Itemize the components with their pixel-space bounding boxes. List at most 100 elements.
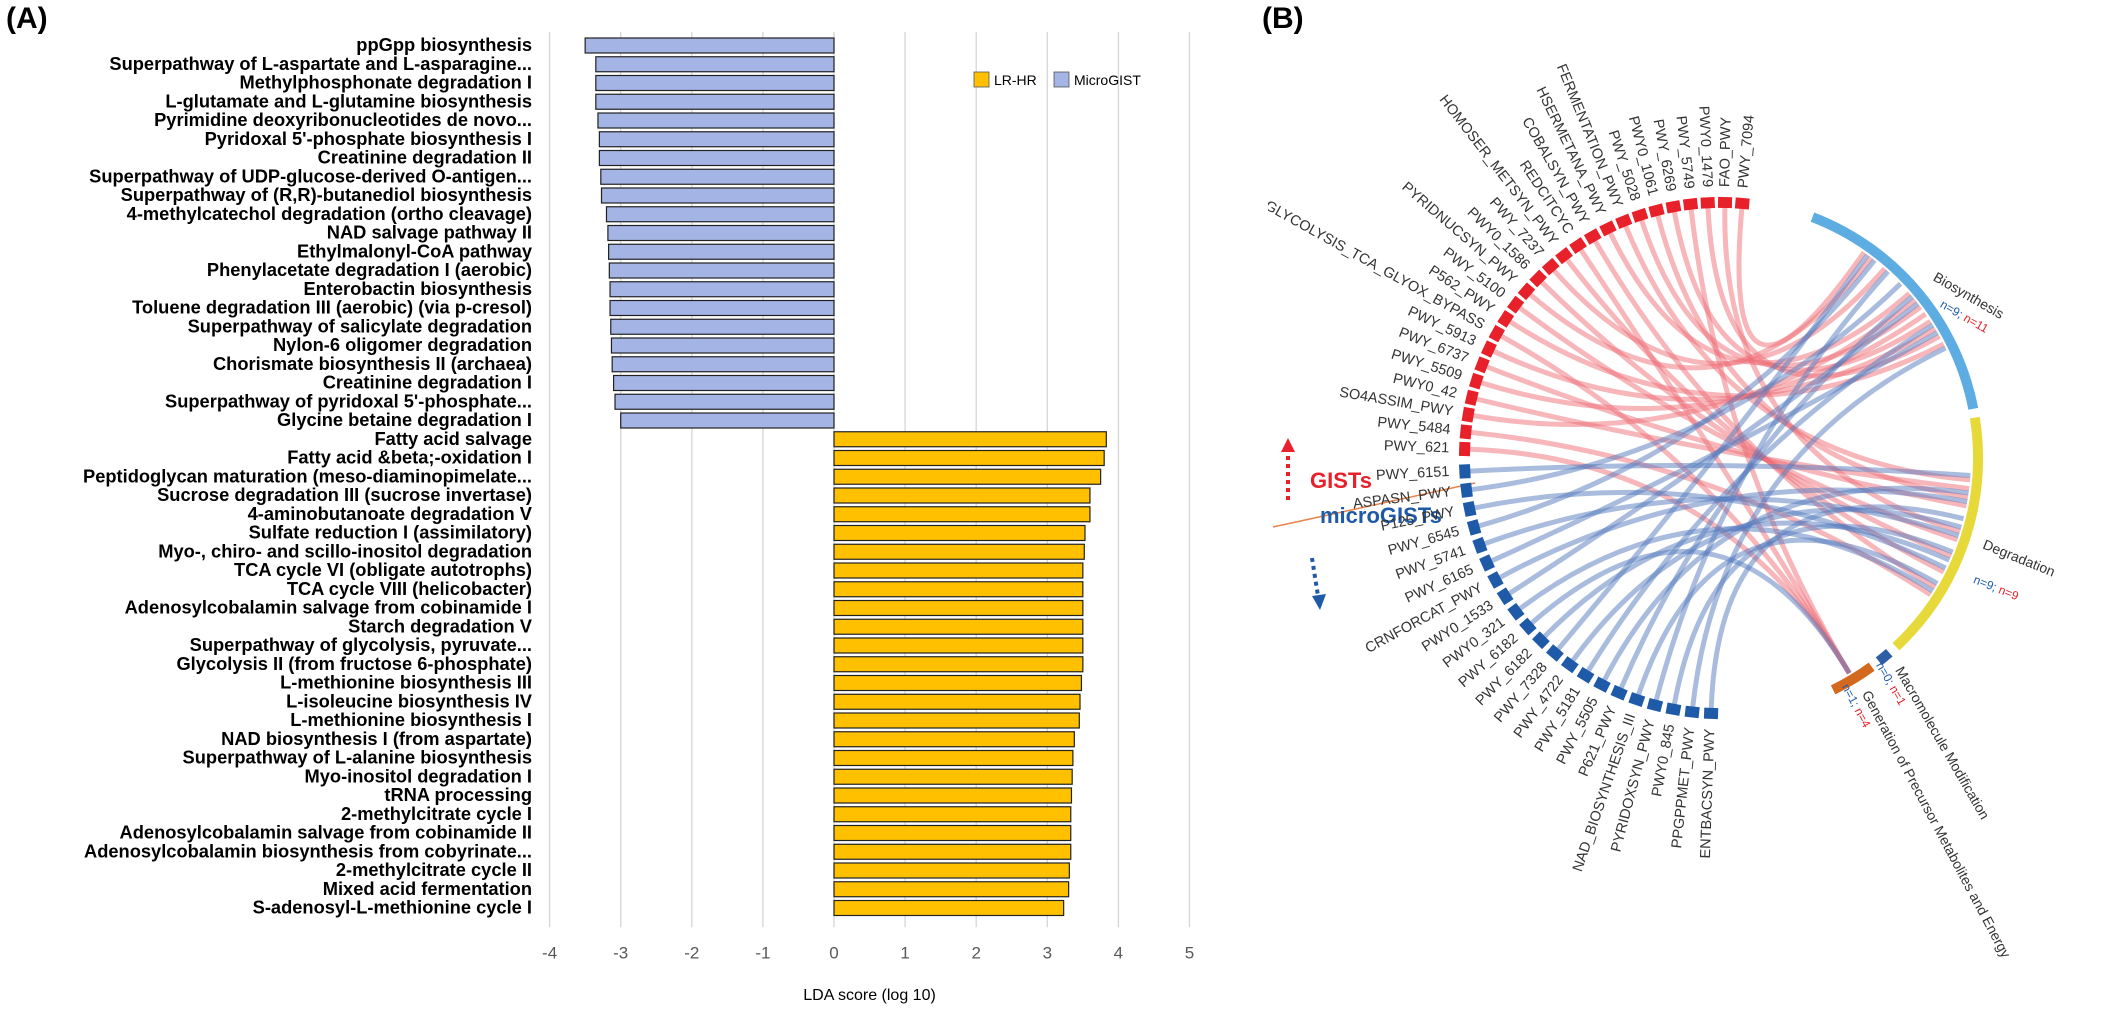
gist-pathway-marker [1488, 324, 1506, 343]
micro-ribbon [1555, 253, 1870, 652]
gist-pathway-marker [1569, 237, 1587, 255]
bar-category-label: L-glutamate and L-glutamine biosynthesis [165, 90, 532, 111]
bar-category-label: Peptidoglycan maturation (meso-diaminopi… [83, 465, 532, 486]
bar [608, 262, 835, 279]
gist-pathway-label: PWY_7094 [1735, 114, 1757, 188]
bar-category-label: Adenosylcobalamin biosynthesis from coby… [84, 840, 532, 861]
bar [609, 281, 835, 298]
bar-category-label: 2-methylcitrate cycle I [341, 803, 532, 824]
micro-pathway-marker [1458, 464, 1471, 479]
bar [833, 899, 1065, 917]
category-arc [1875, 648, 1893, 666]
bar-category-label: Pyrimidine deoxyribonucleotides de novo.… [154, 109, 532, 130]
bar-category-label: Nylon-6 oligomer degradation [273, 334, 532, 355]
bar [610, 337, 835, 354]
bar-category-label: Ethylmalonyl-CoA pathway [297, 240, 533, 261]
bar-category-label: Pyridoxal 5'-phosphate biosynthesis I [205, 128, 532, 149]
bar [610, 318, 835, 335]
bar [597, 112, 835, 129]
gist-pathway-marker [1464, 389, 1479, 406]
bar-category-label: Chorismate biosynthesis II (archaea) [213, 353, 532, 374]
micro-pathway-marker [1487, 571, 1504, 589]
legend-swatch [973, 71, 990, 88]
micro-pathway-marker [1665, 702, 1682, 716]
micro-pathway-marker [1546, 644, 1564, 662]
bar [600, 168, 835, 185]
bar [605, 206, 835, 223]
bar [600, 187, 835, 204]
bar-category-label: NAD biosynthesis I (from aspartate) [221, 728, 532, 749]
gist-ribbon [1539, 279, 1953, 559]
bar [620, 412, 835, 429]
bar-category-label: Superpathway of (R,R)-butanediol biosynt… [121, 184, 532, 205]
gist-pathway-marker [1665, 200, 1682, 214]
gist-pathway-label: FAO_PWY [1717, 116, 1734, 187]
gist-arrow-head [1281, 438, 1295, 452]
bar-category-label: Mixed acid fermentation [323, 878, 532, 899]
bar [833, 487, 1091, 504]
micro-pathway-marker [1646, 697, 1664, 713]
bar-category-label: Superpathway of UDP-glucose-derived O-an… [89, 165, 532, 186]
bar-category-label: Superpathway of glycolysis, pyruvate... [190, 634, 532, 655]
bar [598, 131, 835, 148]
bar [833, 693, 1081, 710]
micro-ribbon [1469, 463, 1971, 479]
micro-pathway-marker [1593, 676, 1611, 693]
micro-pathway-marker [1496, 587, 1514, 606]
gist-pathway-marker [1507, 295, 1525, 314]
bar-category-label: Superpathway of salicylate degradation [188, 315, 532, 336]
category-count: n=9; n=9 [1972, 572, 2021, 603]
gist-pathway-marker [1529, 269, 1547, 288]
bar [614, 393, 835, 410]
micro-ribbon [1653, 269, 1890, 702]
category-arc [1892, 416, 1983, 651]
micro-ribbon [1708, 504, 1965, 709]
bar [595, 93, 835, 110]
micro-pathway-marker [1519, 617, 1537, 636]
bar [608, 243, 835, 260]
bar-category-label: Sucrose degradation III (sucrose inverta… [157, 484, 532, 505]
bar [833, 862, 1070, 879]
bar [833, 543, 1085, 560]
gist-pathway-label: PWY_621 [1384, 438, 1450, 456]
gist-pathway-marker [1682, 197, 1699, 211]
x-axis-label: LDA score (log 10) [803, 987, 936, 1004]
micro-pathway-label: ENTBACSYN_PWY [1698, 728, 1719, 859]
bar-category-label: Methylphosphonate degradation I [239, 72, 532, 93]
micro-ribbon [1477, 258, 1877, 529]
bar-category-label: Fatty acid &beta;-oxidation I [287, 447, 532, 468]
bar-category-label: L-isoleucine biosynthesis IV [286, 690, 533, 711]
gist-ribbon [1736, 207, 1867, 348]
gist-pathway-marker [1717, 196, 1733, 209]
micro-pathway-marker [1472, 536, 1488, 554]
micro-pathway-marker [1560, 656, 1579, 674]
bar [833, 712, 1080, 729]
bar-category-label: ppGpp biosynthesis [356, 34, 532, 55]
gist-pathway-marker [1555, 247, 1573, 265]
category-name: Degradation [1981, 536, 2058, 579]
panel-a-label: (A) [6, 2, 48, 35]
bar-category-label: Superpathway of L-alanine biosynthesis [183, 747, 532, 768]
micro-pathway-marker [1684, 705, 1700, 719]
gist-pathway-marker [1474, 356, 1490, 374]
bar-category-label: Adenosylcobalamin salvage from cobinamid… [120, 822, 532, 843]
microgists-side-label: microGISTs [1320, 503, 1442, 528]
bar [833, 581, 1084, 598]
x-tick-label: -4 [542, 943, 557, 962]
bar [595, 56, 835, 73]
bar-category-label: Enterobactin biosynthesis [303, 278, 532, 299]
bar [833, 468, 1102, 485]
micro-arrow-line [1310, 557, 1320, 597]
bar [595, 74, 835, 92]
bar [833, 506, 1091, 523]
legend-swatch [1053, 71, 1070, 88]
gist-pathway-marker [1734, 197, 1750, 210]
micro-pathway-label: PWY_6151 [1376, 464, 1450, 484]
gist-pathway-label: PWY_5484 [1377, 415, 1452, 438]
bar-category-label: 4-methylcatechol degradation (ortho clea… [127, 203, 532, 224]
legend-label: LR-HR [994, 72, 1037, 88]
bar [833, 674, 1083, 692]
gist-ribbon [1479, 311, 1928, 411]
